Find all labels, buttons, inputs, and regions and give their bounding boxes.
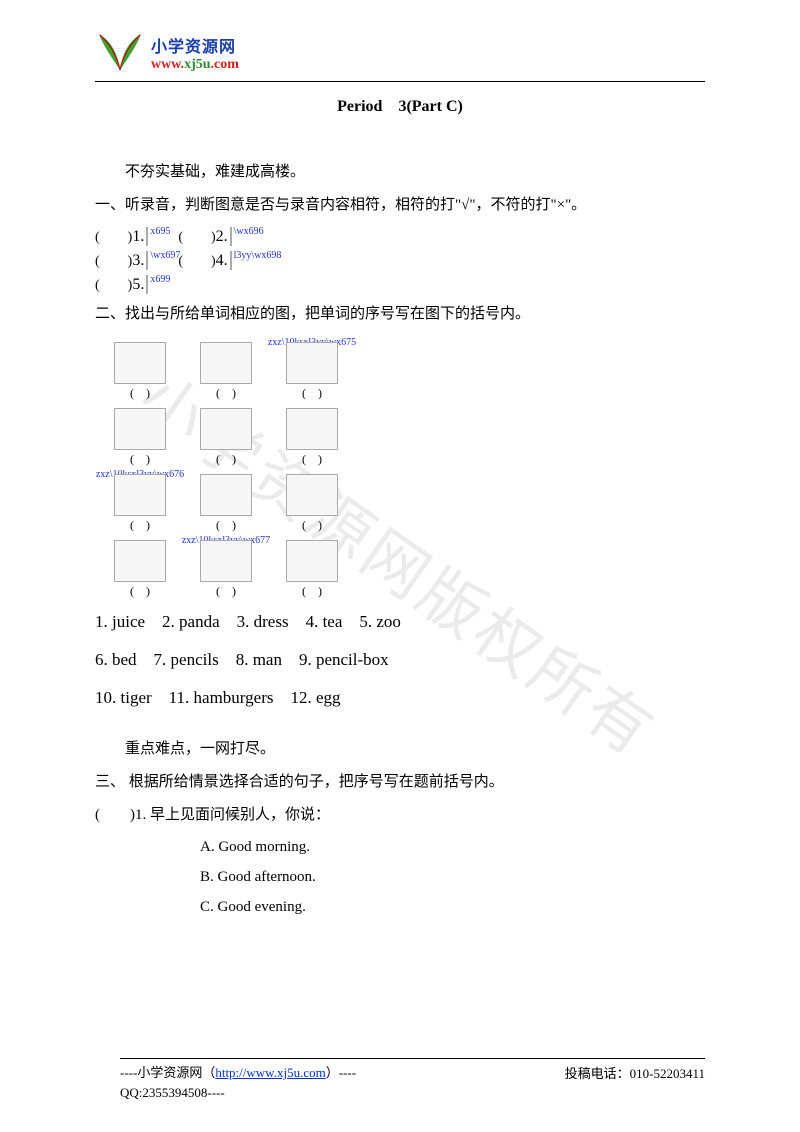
match-image: [200, 540, 252, 582]
page-title: Period 3(Part C): [95, 92, 705, 116]
footer-qq: QQ:2355394508----: [120, 1083, 356, 1103]
item-number: 4.: [216, 252, 228, 270]
paren: ( ): [216, 582, 236, 599]
grid-cell: ( ): [187, 405, 265, 467]
paren: ( ): [130, 516, 150, 533]
match-image: [286, 540, 338, 582]
footer-prefix: ----小学资源网（: [120, 1065, 215, 1080]
listening-image-2: [230, 227, 232, 246]
paren: ( ): [130, 450, 150, 467]
grid-cell: zxz\10ksxl3yy\wx675( ): [273, 339, 351, 401]
match-image: [114, 408, 166, 450]
paren: ( ): [302, 516, 322, 533]
paren: ( ): [302, 582, 322, 599]
footer-suffix: ）----: [326, 1065, 356, 1080]
section2-heading: 二、找出与所给单词相应的图，把单词的序号写在图下的括号内。: [95, 298, 705, 331]
listening-image-1: [146, 227, 148, 246]
logo-icon: [95, 30, 145, 75]
section3-q1-optC: C. Good evening.: [200, 892, 705, 922]
grid-cell: ( ): [187, 339, 265, 401]
grid-cell: zxz\10ksxl3yy\wx676( ): [101, 471, 179, 533]
paren: ( ): [130, 384, 150, 401]
grid-cell: ( ): [101, 537, 179, 599]
section3-q1-stem: ( )1. 早上见面问候别人，你说：: [95, 799, 705, 832]
section2-words-line2: 6. bed 7. pencils 8. man 9. pencil-box: [95, 643, 705, 677]
section2-image-grid: ( ) ( ) zxz\10ksxl3yy\wx675( ) ( ) ( ) (…: [97, 337, 437, 601]
listening-image-3: [146, 251, 148, 270]
blank-paren: ( ): [95, 250, 132, 270]
match-image: [114, 342, 166, 384]
grid-cell: zxz\10ksxl3yy\wx677( ): [187, 537, 265, 599]
paren: ( ): [216, 516, 236, 533]
item-number: 2.: [216, 228, 228, 246]
logo-url-part3: .com: [211, 57, 239, 72]
page-header: 小学资源网 www.xj5u.com: [95, 30, 705, 82]
listening-image-5: [146, 275, 148, 294]
section1-item4: ( )4. l3yy\wx698: [178, 250, 231, 270]
blank-paren: ( ): [95, 274, 132, 294]
section1-item3: ( )3. \wx697: [95, 250, 148, 270]
blank-paren: ( ): [178, 226, 215, 246]
item-number: 3.: [132, 252, 144, 270]
blank-paren: ( ): [178, 250, 215, 270]
match-image: [114, 540, 166, 582]
section1-heading: 一、听录音，判断图意是否与录音内容相符，相符的打"√"，不符的打"×"。: [95, 189, 705, 222]
grid-cell: ( ): [101, 339, 179, 401]
footer-right: 投稿电话：010-52203411: [565, 1063, 705, 1102]
match-image: [286, 474, 338, 516]
mid-quote: 重点难点，一网打尽。: [95, 733, 705, 766]
grid-cell: ( ): [273, 471, 351, 533]
logo-url-text: www.xj5u.com: [151, 57, 239, 73]
match-image: [286, 408, 338, 450]
grid-cell: ( ): [273, 537, 351, 599]
img-ref-label: x699: [150, 274, 170, 285]
section3-q1-optB: B. Good afternoon.: [200, 862, 705, 892]
grid-cell: ( ): [187, 471, 265, 533]
paren: ( ): [302, 384, 322, 401]
logo-text: 小学资源网 www.xj5u.com: [151, 33, 239, 73]
intro-quote: 不夯实基础，难建成高楼。: [95, 156, 705, 189]
img-ref-label: x695: [150, 226, 170, 237]
match-image: [200, 408, 252, 450]
page-footer: ----小学资源网（http://www.xj5u.com）---- QQ:23…: [120, 1058, 705, 1102]
section1-item1: ( )1. x695: [95, 226, 148, 246]
grid-cell: ( ): [273, 405, 351, 467]
grid-cell: ( ): [101, 405, 179, 467]
footer-left: ----小学资源网（http://www.xj5u.com）---- QQ:23…: [120, 1063, 356, 1102]
footer-link[interactable]: http://www.xj5u.com: [215, 1065, 325, 1080]
listening-image-4: [230, 251, 232, 270]
logo-cn-text: 小学资源网: [151, 33, 239, 57]
logo-url-part2: xj5u: [184, 57, 210, 72]
section1-row3: ( )5. x699: [95, 274, 705, 294]
section3-heading: 三、 根据所给情景选择合适的句子，把序号写在题前括号内。: [95, 766, 705, 799]
match-image: [200, 342, 252, 384]
section2-words-line1: 1. juice 2. panda 3. dress 4. tea 5. zoo: [95, 605, 705, 639]
img-ref-label: \wx697: [150, 250, 180, 261]
paren: ( ): [216, 384, 236, 401]
match-image: [200, 474, 252, 516]
item-number: 5.: [132, 276, 144, 294]
img-ref-label: l3yy\wx698: [234, 250, 282, 261]
blank-paren: ( ): [95, 226, 132, 246]
section1-row2: ( )3. \wx697 ( )4. l3yy\wx698: [95, 250, 705, 270]
paren: ( ): [130, 582, 150, 599]
section1-item2: ( )2. \wx696: [178, 226, 231, 246]
logo-url-part1: www.: [151, 57, 184, 72]
item-number: 1.: [132, 228, 144, 246]
section3-q1-optA: A. Good morning.: [200, 832, 705, 862]
section1-row1: ( )1. x695 ( )2. \wx696: [95, 226, 705, 246]
img-ref-label: \wx696: [234, 226, 264, 237]
paren: ( ): [216, 450, 236, 467]
paren: ( ): [302, 450, 322, 467]
section2-words-line3: 10. tiger 11. hamburgers 12. egg: [95, 681, 705, 715]
match-image: [286, 342, 338, 384]
match-image: [114, 474, 166, 516]
section1-item5: ( )5. x699: [95, 274, 148, 294]
